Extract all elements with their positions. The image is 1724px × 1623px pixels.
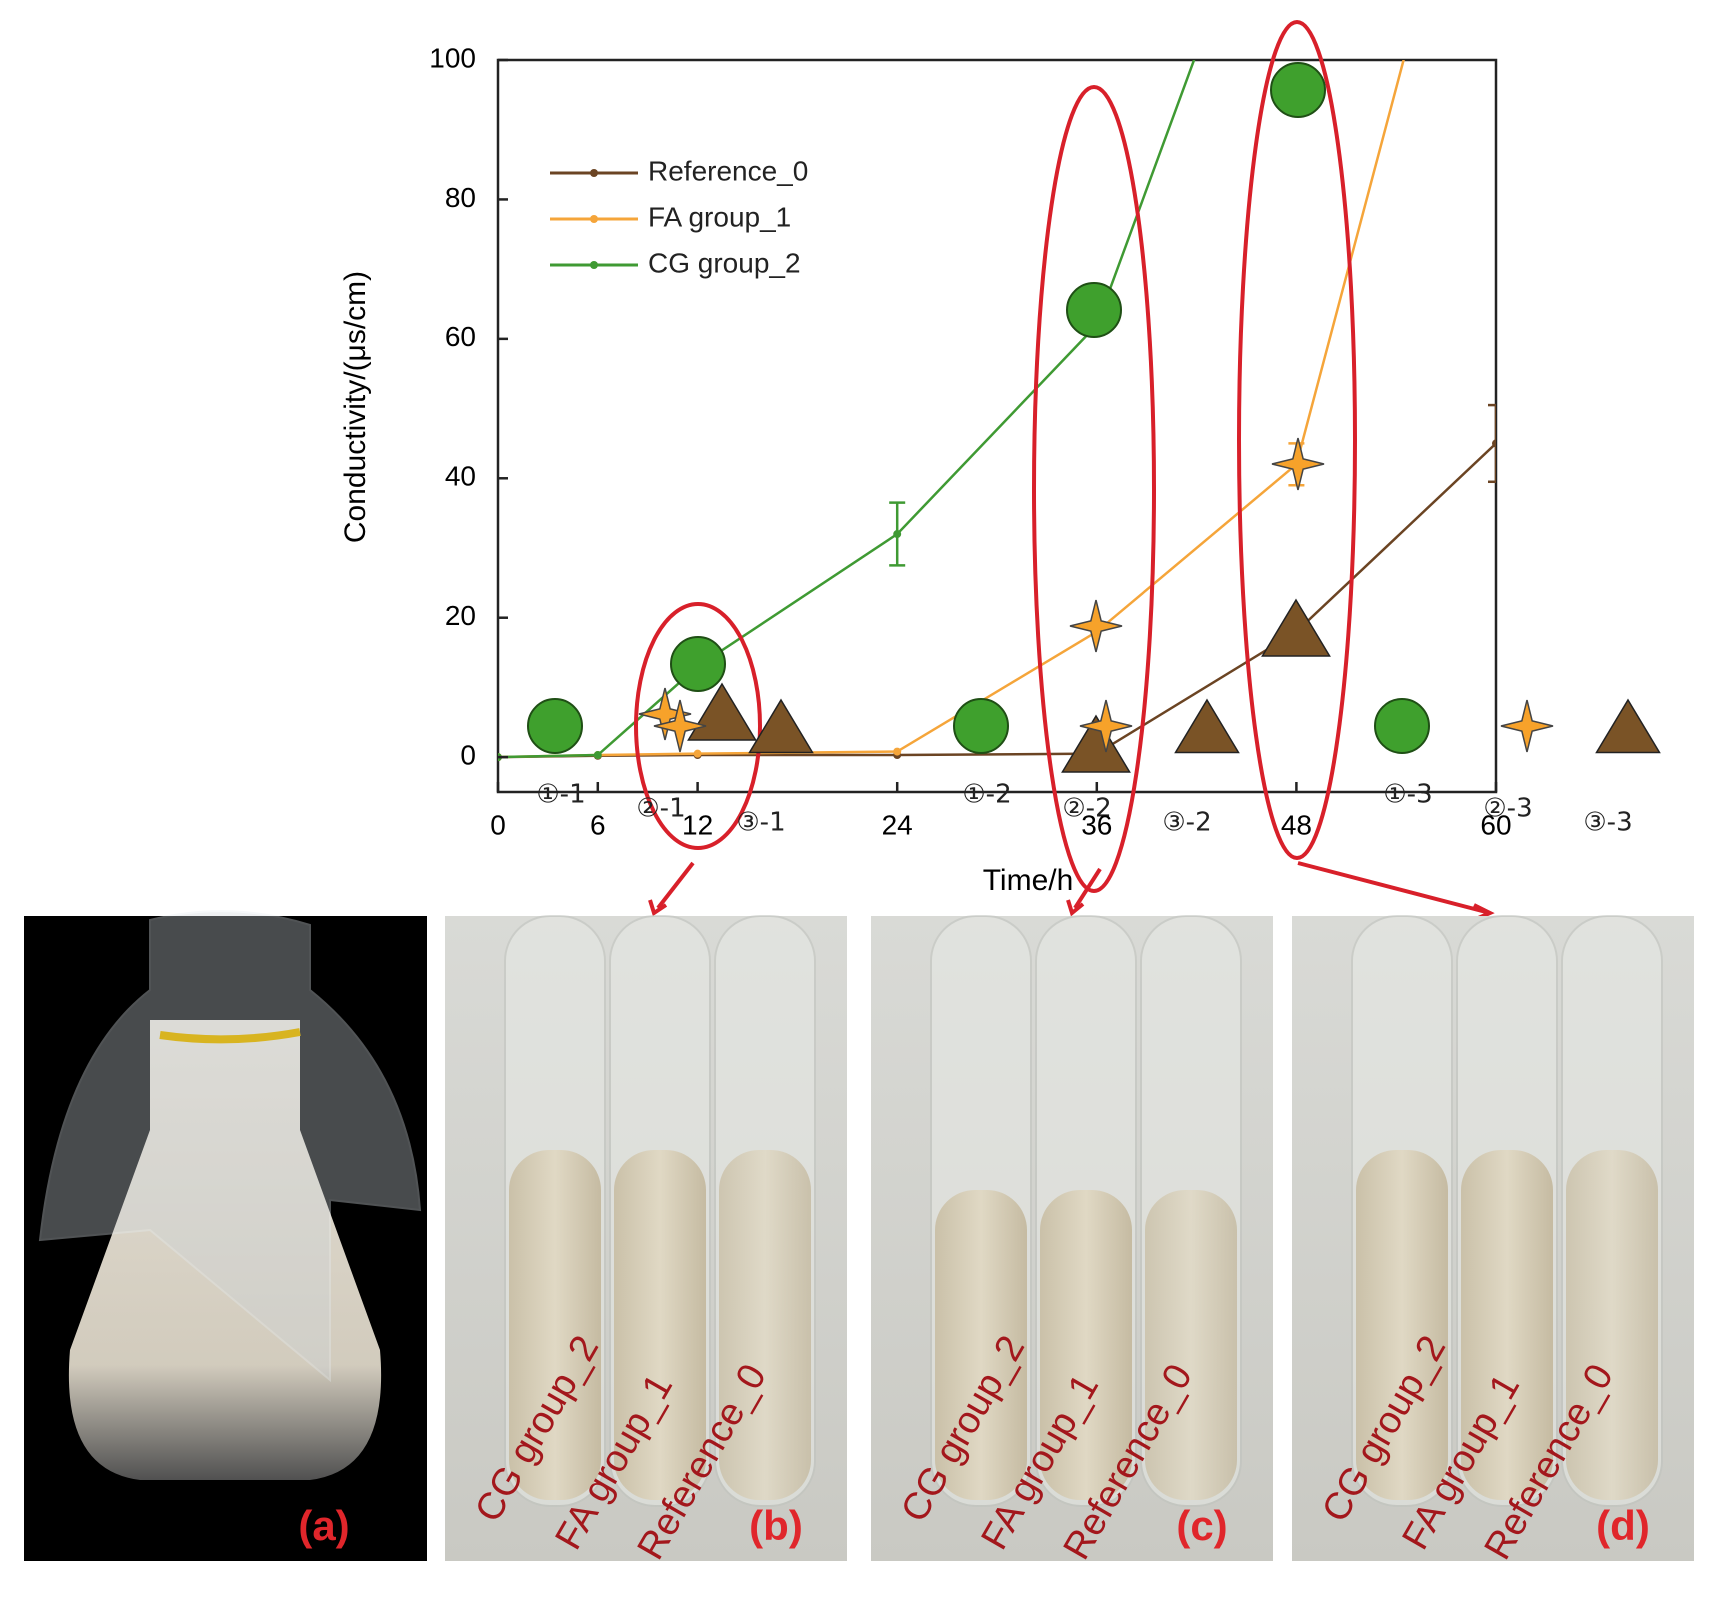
legend-marker [590,261,598,269]
legend-marker [590,169,598,177]
x-tick-label: 0 [490,809,506,840]
data-point [693,749,702,758]
arrow-head [1066,899,1085,917]
circle-symbol [953,698,1009,754]
x-tick-label: 48 [1281,809,1312,840]
triangle-symbol [1261,598,1331,657]
series-line [498,60,1196,759]
star-symbol [1069,599,1123,653]
panel-label: (b) [749,1502,803,1549]
circle-symbol [1066,282,1122,338]
error-bar [889,501,906,567]
tube-liquid [1461,1150,1553,1500]
annotation-symbols [638,62,1331,773]
data-point [593,751,602,760]
panel-label: (d) [1596,1502,1650,1549]
y-tick-label: 0 [460,740,476,771]
arrow [1073,867,1102,910]
legend-label: CG group_2 [648,247,801,278]
highlight-ellipse [1237,20,1357,860]
highlight-ellipse [634,602,762,850]
data-point [893,747,902,756]
x-tick-label: 36 [1081,809,1112,840]
y-axis-label: Conductivity/(μs/cm) [339,271,372,543]
circle-symbol [670,636,726,692]
star-symbol [1500,699,1554,753]
arrow [1297,861,1487,914]
triangle-symbol [1061,714,1131,773]
tube-handwriting: ①-2 [962,780,1011,810]
x-tick-label: 60 [1480,809,1511,840]
circle-symbol [1270,62,1326,118]
panel-label: (c) [1176,1502,1227,1549]
tube-handwriting: ③-2 [1162,808,1211,838]
triangle-symbol [1595,698,1661,754]
tube-liquid [509,1150,601,1500]
tube-liquid [719,1150,811,1500]
star-symbol [653,699,707,753]
y-tick-label: 80 [445,182,476,213]
photo-panels: (a)①-1 ②-1 ③-1CG group_2FA group_1Referenc… [298,698,1694,1567]
annotations [634,20,1495,921]
error-bar [1488,403,1496,484]
triangle-symbol [1174,698,1240,754]
tube-handwriting: ②-3 [1483,794,1532,824]
tube-handwriting: ②-1 [636,794,685,824]
tube-liquid [935,1190,1027,1500]
tube-handwriting: ②-2 [1062,794,1111,824]
panel-label: (a) [298,1502,349,1549]
flask [38,910,422,1480]
legend-label: Reference_0 [648,155,808,186]
legend-marker [590,215,598,223]
tube-liquid [1145,1190,1237,1500]
tube-liquid [1040,1190,1132,1500]
tube-liquid [1566,1150,1658,1500]
tube-handwriting: ③-3 [1583,808,1632,838]
x-tick-label: 6 [590,809,606,840]
star-symbol [1271,437,1325,491]
tube-handwriting: ①-3 [1383,780,1432,810]
x-tick-label: 12 [682,809,713,840]
y-tick-label: 40 [445,461,476,492]
x-axis-label: Time/h [983,864,1074,897]
y-tick-label: 60 [445,321,476,352]
y-tick-label: 20 [445,600,476,631]
arrow-head [648,899,668,917]
highlight-ellipse [1032,85,1156,893]
triangle-symbol [748,698,814,754]
tube-handwriting: ①-1 [536,780,585,810]
star-symbol [1079,699,1133,753]
tube-liquid [1356,1150,1448,1500]
circle-symbol [1374,698,1430,754]
arrow [656,861,695,910]
legend-label: FA group_1 [648,201,791,232]
triangle-symbol [687,682,757,741]
y-tick-label: 100 [429,42,476,73]
circle-symbol [527,698,583,754]
tube-handwriting: ③-1 [736,808,785,838]
x-tick-label: 24 [882,809,913,840]
tube-liquid [614,1150,706,1500]
